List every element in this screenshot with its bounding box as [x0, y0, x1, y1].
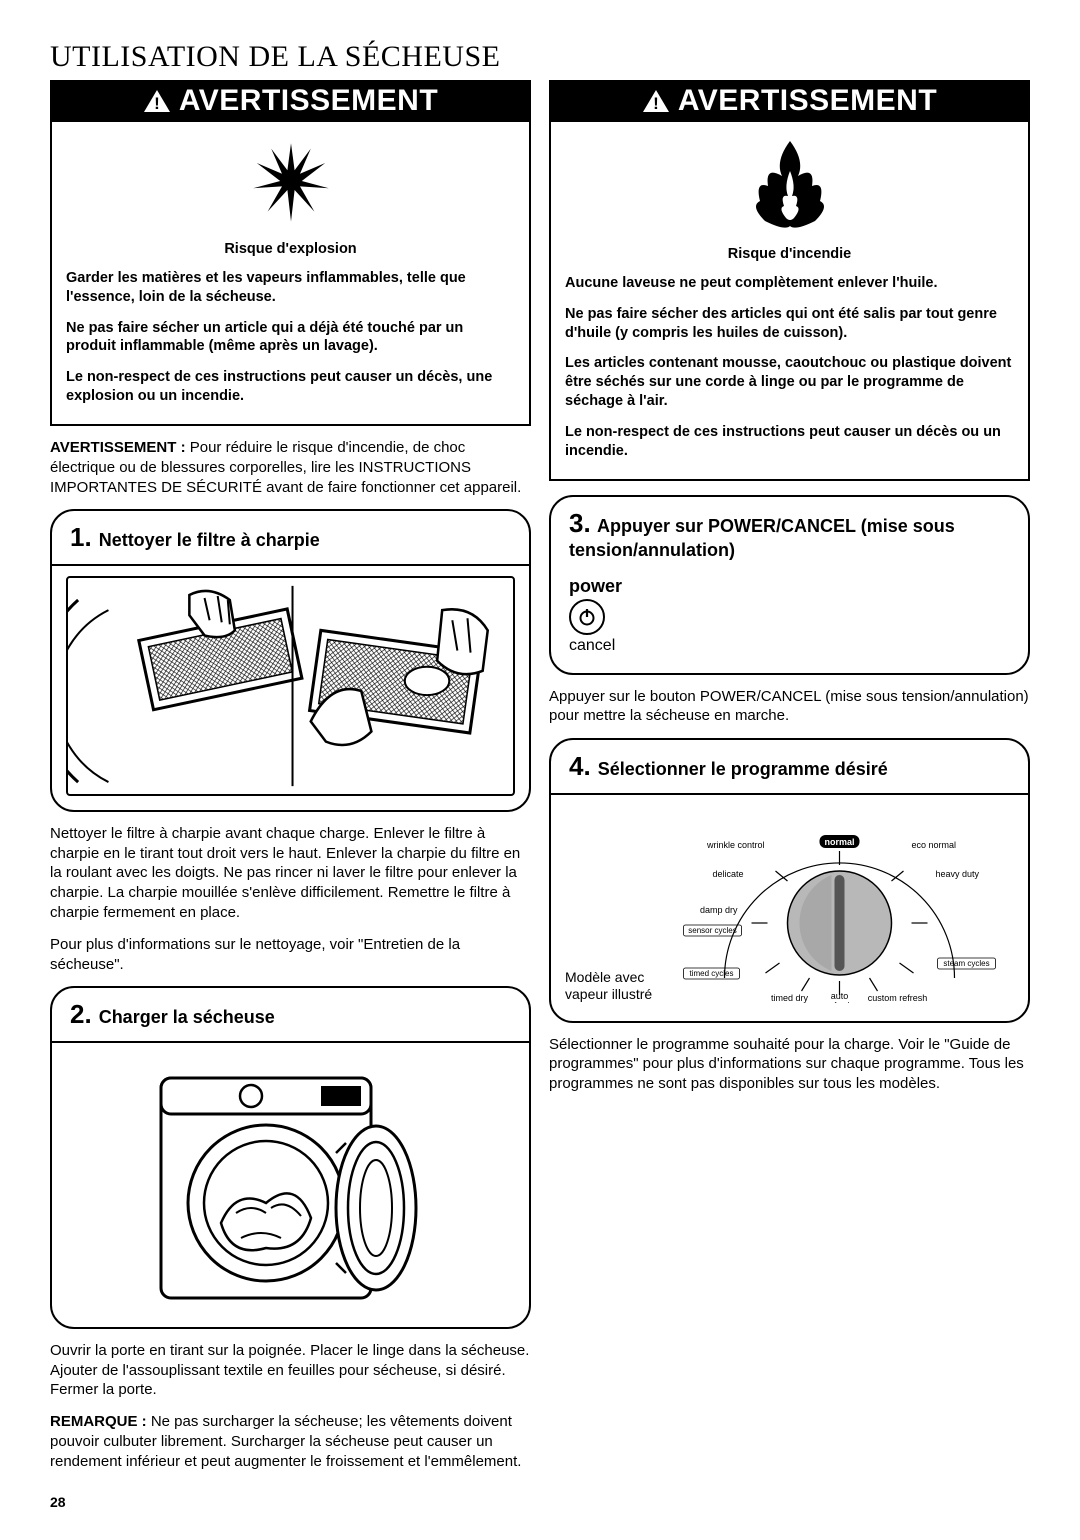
step-1-body-2: Pour plus d'informations sur le nettoyag…	[50, 935, 531, 975]
risk-title: Risque d'explosion	[66, 240, 515, 259]
step-3-card: 3. Appuyer sur POWER/CANCEL (mise sous t…	[549, 495, 1030, 675]
warning-banner-left: ! AVERTISSEMENT	[50, 80, 531, 122]
risk-title: Risque d'incendie	[565, 245, 1014, 264]
step-number: 3.	[569, 508, 591, 538]
step-4-illustration: Modèle avec vapeur illustré	[551, 795, 1028, 1021]
warning-triangle-icon: !	[143, 89, 171, 113]
power-icon	[577, 607, 597, 627]
step-title: Sélectionner le programme désiré	[593, 759, 888, 779]
warn-para: Aucune laveuse ne peut complètement enle…	[565, 274, 1014, 293]
intro-paragraph: AVERTISSEMENT : Pour réduire le risque d…	[50, 438, 531, 497]
warning-banner-right: ! AVERTISSEMENT	[549, 80, 1030, 122]
power-button[interactable]	[569, 599, 605, 635]
step-title: Nettoyer le filtre à charpie	[94, 530, 320, 550]
svg-text:!: !	[653, 94, 659, 113]
step-2-note: REMARQUE : Ne pas surcharger la sécheuse…	[50, 1412, 531, 1471]
dial-label: normal	[824, 837, 854, 847]
dial-label: timed dry	[771, 993, 809, 1003]
dial-caption: Modèle avec vapeur illustré	[565, 969, 655, 1003]
explosion-warning-box: Risque d'explosion Garder les matières e…	[50, 122, 531, 426]
cycle-dial[interactable]: wrinkle control normal eco normal delica…	[665, 803, 1014, 1003]
step-3-body: Appuyer sur le bouton POWER/CANCEL (mise…	[549, 687, 1030, 727]
dial-label: eco normal	[912, 840, 957, 850]
dial-label: refresh	[827, 1001, 852, 1003]
step-number: 2.	[70, 999, 92, 1029]
warn-para: Garder les matières et les vapeurs infla…	[66, 269, 515, 307]
fire-warning-box: Risque d'incendie Aucune laveuse ne peut…	[549, 122, 1030, 481]
step-title: Appuyer sur POWER/CANCEL (mise sous tens…	[569, 516, 955, 561]
step-1-card: 1. Nettoyer le filtre à charpie	[50, 509, 531, 812]
dial-label: steam cycles	[943, 959, 989, 968]
step-4-body: Sélectionner le programme souhaité pour …	[549, 1035, 1030, 1094]
page-number: 28	[50, 1494, 531, 1510]
step-3-header: 3. Appuyer sur POWER/CANCEL (mise sous t…	[551, 497, 1028, 572]
warning-label: AVERTISSEMENT	[179, 84, 438, 118]
left-column: ! AVERTISSEMENT Risque d'explosion Garde…	[50, 80, 531, 1510]
dial-label: wrinkle control	[706, 840, 765, 850]
step-2-header: 2. Charger la sécheuse	[52, 988, 529, 1043]
step-1-body-1: Nettoyer le filtre à charpie avant chaqu…	[50, 824, 531, 923]
warn-para: Les articles contenant mousse, caoutchou…	[565, 354, 1014, 411]
step-1-illustration	[52, 566, 529, 810]
warning-label: AVERTISSEMENT	[678, 84, 937, 118]
dial-label: custom refresh	[868, 993, 928, 1003]
power-button-block: power cancel	[551, 572, 1028, 673]
dial-label: delicate	[712, 869, 743, 879]
intro-bold: AVERTISSEMENT :	[50, 439, 186, 456]
warn-para: Le non-respect de ces instructions peut …	[565, 423, 1014, 461]
cancel-label: cancel	[569, 637, 1010, 655]
dial-label: damp dry	[700, 905, 738, 915]
step-2-illustration	[52, 1043, 529, 1327]
dial-label: timed cycles	[689, 969, 733, 978]
step-2-card: 2. Charger la sécheuse	[50, 986, 531, 1329]
step-number: 1.	[70, 522, 92, 552]
dial-label: auto	[831, 991, 849, 1001]
step-1-header: 1. Nettoyer le filtre à charpie	[52, 511, 529, 566]
two-column-layout: ! AVERTISSEMENT Risque d'explosion Garde…	[50, 80, 1030, 1510]
warn-para: Le non-respect de ces instructions peut …	[66, 368, 515, 406]
step-4-header: 4. Sélectionner le programme désiré	[551, 740, 1028, 795]
dial-label: sensor cycles	[688, 926, 736, 935]
warn-para: Ne pas faire sécher des articles qui ont…	[565, 305, 1014, 343]
note-bold: REMARQUE :	[50, 1413, 147, 1430]
fire-warning-text: Risque d'incendie Aucune laveuse ne peut…	[551, 241, 1028, 479]
step-2-body-1: Ouvrir la porte en tirant sur la poignée…	[50, 1341, 531, 1400]
dial-label: heavy duty	[936, 869, 980, 879]
warning-triangle-icon: !	[642, 89, 670, 113]
power-label: power	[569, 576, 1010, 597]
fire-icon	[551, 122, 1028, 241]
right-column: ! AVERTISSEMENT Risque d'incendie Aucune…	[549, 80, 1030, 1510]
step-4-card: 4. Sélectionner le programme désiré Modè…	[549, 738, 1030, 1023]
svg-text:!: !	[154, 94, 160, 113]
explosion-warning-text: Risque d'explosion Garder les matières e…	[52, 236, 529, 424]
page-title: UTILISATION DE LA SÉCHEUSE	[50, 40, 1030, 74]
warn-para: Ne pas faire sécher un article qui a déj…	[66, 319, 515, 357]
explosion-icon	[52, 122, 529, 236]
step-number: 4.	[569, 751, 591, 781]
step-title: Charger la sécheuse	[94, 1007, 275, 1027]
